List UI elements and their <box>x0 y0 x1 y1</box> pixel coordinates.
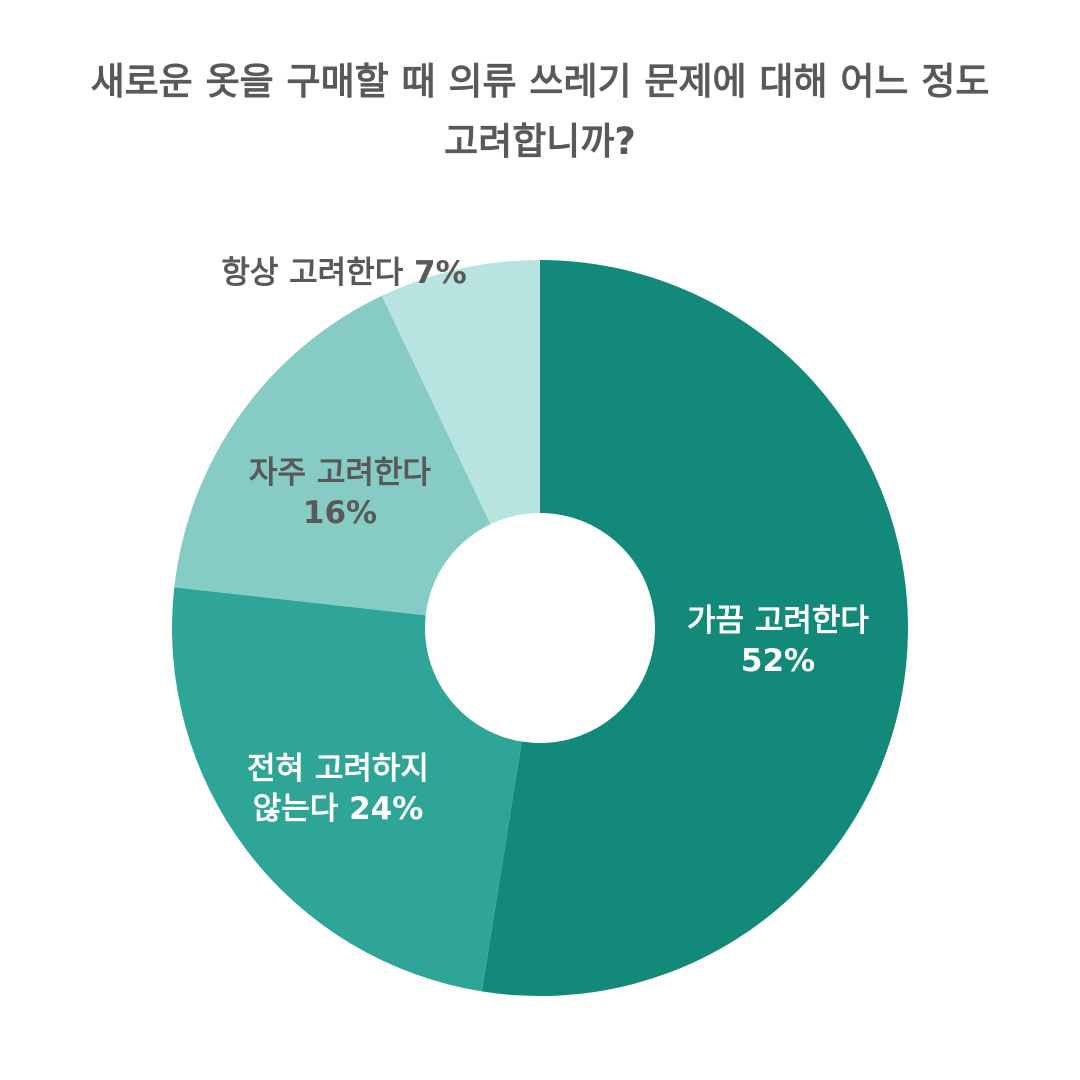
slice-label-often-line-1: 자주 고려한다 <box>249 455 431 491</box>
slice-never <box>171 587 522 992</box>
slice-label-sometimes-line-1: 가끔 고려한다 <box>687 603 869 639</box>
slice-label-sometimes-line-2: 52% <box>741 643 815 679</box>
slice-label-always-line-1: 항상 고려한다 7% <box>221 255 466 291</box>
donut-slices <box>171 260 908 996</box>
slice-label-often-line-2: 16% <box>303 495 377 531</box>
chart-title-line-2: 고려합니까? <box>444 120 636 163</box>
slice-label-often: 자주 고려한다 16% <box>249 455 431 531</box>
slice-often <box>174 295 491 616</box>
slice-label-sometimes: 가끔 고려한다 52% <box>687 603 869 679</box>
slice-label-never-line-1: 전혀 고려하지 <box>247 751 429 787</box>
slice-label-always: 항상 고려한다 7% <box>221 255 466 291</box>
slice-sometimes <box>481 260 908 996</box>
slice-label-never-line-2: 않는다 24% <box>253 791 424 827</box>
slice-always <box>381 260 540 525</box>
chart-title: 새로운 옷을 구매할 때 의류 쓰레기 문제에 대해 어느 정도 고려합니까? <box>40 52 1040 172</box>
chart-title-line-1: 새로운 옷을 구매할 때 의류 쓰레기 문제에 대해 어느 정도 <box>90 60 990 103</box>
